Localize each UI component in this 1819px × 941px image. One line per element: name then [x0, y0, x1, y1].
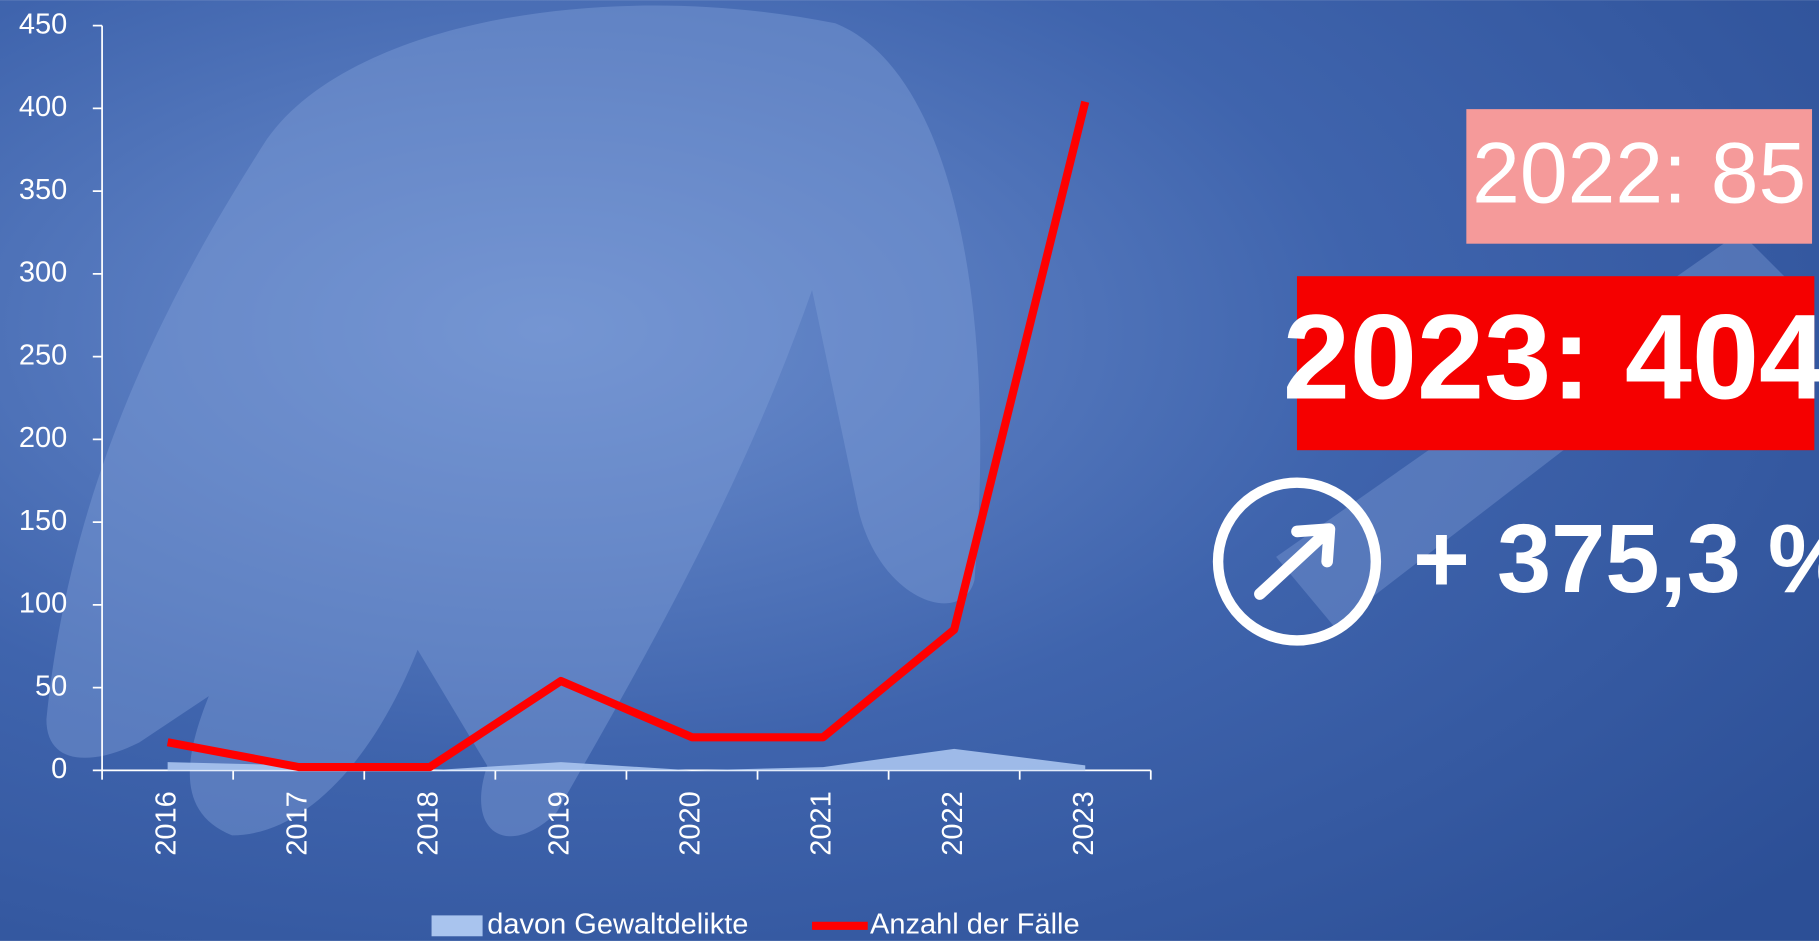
- annotation: 2022: 85: [1472, 126, 1806, 222]
- annotation-box: [1466, 109, 1813, 244]
- x-tick-label: 2021: [806, 791, 838, 856]
- trend-icon: [1212, 477, 1382, 646]
- line: [166, 100, 1090, 772]
- annotation: 2023: 404: [1283, 290, 1819, 425]
- x-tick-label: 2016: [150, 791, 182, 856]
- y-tick-label: 50: [35, 670, 67, 702]
- area: [167, 748, 1086, 771]
- y-tick-label: 0: [51, 753, 67, 785]
- annotation: + 375,3 %: [1413, 504, 1819, 613]
- y-tick-label: 100: [19, 588, 67, 620]
- y-tick-label: 350: [19, 174, 67, 206]
- x-tick-label: 2018: [412, 791, 444, 856]
- y-tick-label: 450: [19, 8, 67, 40]
- y-tick-label: 150: [19, 505, 67, 537]
- annotation-box: [1296, 276, 1815, 451]
- y-tick-label: 250: [19, 339, 67, 371]
- legend-label: Anzahl der Fälle: [870, 908, 1080, 940]
- x-tick-label: 2019: [544, 791, 576, 856]
- trend-arrow: [1254, 523, 1336, 600]
- x-tick-label: 2017: [281, 791, 313, 856]
- legend-label: davon Gewaltdelikte: [487, 908, 748, 940]
- y-tick-label: 300: [19, 257, 67, 289]
- x-tick-label: 2020: [675, 791, 707, 856]
- x-tick-label: 2022: [937, 791, 969, 856]
- y-tick-label: 200: [19, 422, 67, 454]
- x-tick-label: 2023: [1068, 791, 1100, 856]
- legend-swatch: [431, 915, 483, 937]
- y-tick-label: 400: [19, 91, 67, 123]
- hand-shape: [46, 5, 981, 837]
